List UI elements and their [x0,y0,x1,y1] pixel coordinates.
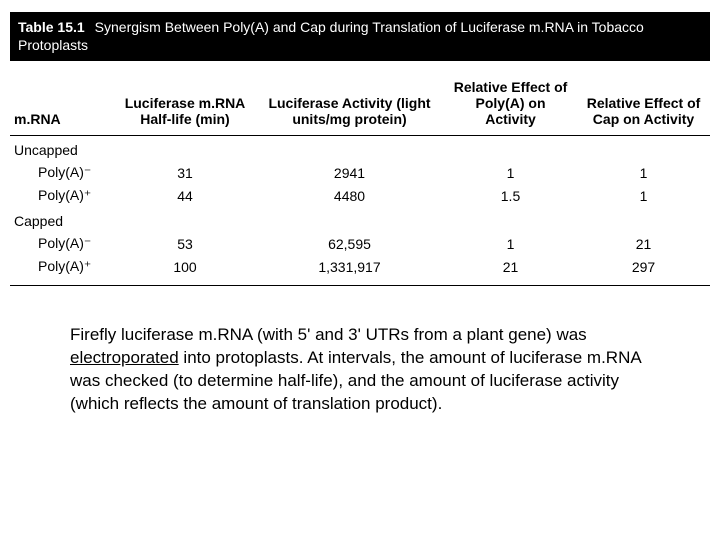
row-label: Poly(A)⁺ [10,255,115,285]
cell: 1 [444,232,577,255]
row-label: Poly(A)⁻ [10,161,115,184]
figure-caption: Firefly luciferase m.RNA (with 5' and 3'… [70,324,650,416]
cell: 44 [115,184,255,207]
cell: 21 [444,255,577,285]
cell: 1,331,917 [255,255,444,285]
caption-pre: Firefly luciferase m.RNA (with 5' and 3'… [70,325,587,344]
table-title-bar: Table 15.1Synergism Between Poly(A) and … [10,13,710,61]
cell: 4480 [255,184,444,207]
col-cap: Relative Effect of Cap on Activity [577,61,710,136]
table-header-row: m.RNA Luciferase m.RNA Half-life (min) L… [10,61,710,136]
table-figure: Table 15.1Synergism Between Poly(A) and … [10,12,710,285]
table-row: Poly(A)⁻ 31 2941 1 1 [10,161,710,184]
table-row: Capped [10,207,710,232]
row-label: Poly(A)⁻ [10,232,115,255]
cell: 1 [444,161,577,184]
cell: 2941 [255,161,444,184]
table-row: Uncapped [10,136,710,162]
table-title: Synergism Between Poly(A) and Cap during… [18,19,644,53]
col-polya: Relative Effect of Poly(A) on Activity [444,61,577,136]
group-uncapped: Uncapped [10,136,710,162]
table-bottom-rule [10,285,710,286]
col-mrna: m.RNA [10,61,115,136]
cell: 62,595 [255,232,444,255]
row-label: Poly(A)⁺ [10,184,115,207]
cell: 1 [577,184,710,207]
table-row: Poly(A)⁻ 53 62,595 1 21 [10,232,710,255]
cell: 53 [115,232,255,255]
cell: 297 [577,255,710,285]
caption-underlined: electroporated [70,348,179,367]
col-activity: Luciferase Activity (light units/mg prot… [255,61,444,136]
table-row: Poly(A)⁺ 44 4480 1.5 1 [10,184,710,207]
cell: 31 [115,161,255,184]
cell: 100 [115,255,255,285]
table-number: Table 15.1 [18,19,85,35]
data-table: m.RNA Luciferase m.RNA Half-life (min) L… [10,61,710,285]
table-row: Poly(A)⁺ 100 1,331,917 21 297 [10,255,710,285]
cell: 1.5 [444,184,577,207]
cell: 1 [577,161,710,184]
group-capped: Capped [10,207,710,232]
col-halflife: Luciferase m.RNA Half-life (min) [115,61,255,136]
cell: 21 [577,232,710,255]
